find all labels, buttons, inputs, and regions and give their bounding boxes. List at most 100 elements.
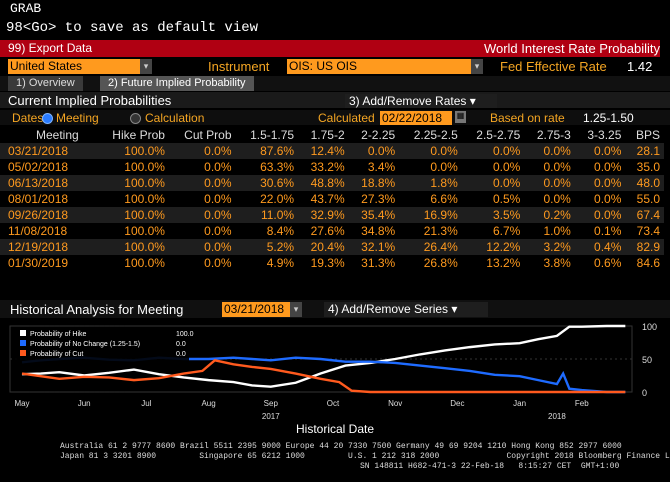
chevron-down-icon[interactable]: ▾ xyxy=(140,59,152,74)
table-cell: 35.4% xyxy=(348,207,400,223)
table-cell: 35.0 xyxy=(625,159,664,175)
legend-label: Probability of No Change (1.25-1.5) xyxy=(30,341,140,348)
table-cell: 0.0% xyxy=(168,255,236,271)
x-axis-title: Historical Date xyxy=(295,422,375,436)
year-label: 2017 xyxy=(262,412,280,421)
table-cell: 19.3% xyxy=(298,255,349,271)
chevron-down-icon[interactable]: ▾ xyxy=(471,59,483,74)
table-cell: 0.0% xyxy=(399,143,462,159)
meeting-label[interactable]: Meeting xyxy=(56,111,99,125)
table-cell: 3.2% xyxy=(524,239,575,255)
legend-swatch xyxy=(20,330,26,336)
table-cell: 0.0% xyxy=(168,239,236,255)
table-row[interactable]: 09/26/2018 100.0% 0.0% 11.0% 32.9% 35.4% 16.9%… xyxy=(0,207,664,223)
table-cell: 0.0% xyxy=(461,143,525,159)
history-chart[interactable]: 0 50 100 May Jun Jul Aug Sep Oct Nov Dec Jan Feb 2017… xyxy=(0,320,670,435)
table-header-row: Meeting Hike Prob Cut Prob 1.5-1.75 1.75… xyxy=(0,127,664,143)
series-line-0 xyxy=(21,324,626,388)
table-cell: 0.0% xyxy=(168,223,236,239)
table-row[interactable]: 08/01/2018 100.0% 0.0% 22.0% 43.7% 27.3% 6.6% 0… xyxy=(0,191,664,207)
table-cell: 100.0% xyxy=(96,159,169,175)
instrument-select[interactable]: OIS: US OIS xyxy=(287,59,481,74)
command-line-2[interactable]: 98<Go> to save as default view xyxy=(6,20,259,36)
footer-line-3: SN 148811 H682-471-3 22-Feb-18 8:15:27 C… xyxy=(360,462,620,471)
section-bar xyxy=(0,92,670,108)
command-line-1: GRAB xyxy=(10,1,42,16)
table-row[interactable]: 12/19/2018 100.0% 0.0% 5.2% 20.4% 32.1% 26.4% 1… xyxy=(0,239,664,255)
table-cell: 0.0% xyxy=(574,207,626,223)
legend-box xyxy=(14,328,189,364)
x-tick-label: Sep xyxy=(264,399,279,408)
meeting-date-cell: 12/19/2018 xyxy=(0,239,96,255)
table-cell: 73.4 xyxy=(625,223,664,239)
meeting-date-select[interactable]: 03/21/2018 xyxy=(222,302,292,317)
x-tick-label: Oct xyxy=(327,399,340,408)
legend-value: 100.0 xyxy=(176,331,194,338)
table-cell: 0.0% xyxy=(168,191,236,207)
page-title: World Interest Rate Probability xyxy=(483,41,660,56)
probability-table: Meeting Hike Prob Cut Prob 1.5-1.75 1.75… xyxy=(0,127,664,271)
calculated-date-input[interactable]: 02/22/2018 xyxy=(380,111,452,125)
table-cell: 22.0% xyxy=(235,191,299,207)
legend-swatch xyxy=(20,350,26,356)
calculation-label[interactable]: Calculation xyxy=(145,111,205,125)
table-cell: 0.0% xyxy=(348,143,400,159)
table-cell: 100.0% xyxy=(96,207,169,223)
history-title: Historical Analysis for Meeting xyxy=(10,302,184,317)
add-remove-series-button[interactable]: 4) Add/Remove Series ▾ xyxy=(324,302,488,317)
meeting-date-cell: 09/26/2018 xyxy=(0,207,96,223)
table-cell: 27.3% xyxy=(348,191,400,207)
table-cell: 3.8% xyxy=(524,255,575,271)
col-header: 2.5-2.75 xyxy=(461,127,525,143)
table-cell: 26.8% xyxy=(399,255,462,271)
table-cell: 13.2% xyxy=(461,255,525,271)
meeting-date-cell: 01/30/2019 xyxy=(0,255,96,271)
x-tick-label: Jun xyxy=(78,399,91,408)
table-cell: 82.9 xyxy=(625,239,664,255)
table-cell: 63.3% xyxy=(235,159,299,175)
table-cell: 0.0% xyxy=(524,191,575,207)
table-cell: 28.1 xyxy=(625,143,664,159)
table-cell: 0.0% xyxy=(524,175,575,191)
export-data-button[interactable]: 99) Export Data xyxy=(8,41,93,55)
add-remove-rates-button[interactable]: 3) Add/Remove Rates ▾ xyxy=(345,94,497,108)
footer: Australia 61 2 9777 8600 Brazil 5511 239… xyxy=(60,442,670,472)
table-row[interactable]: 03/21/2018 100.0% 0.0% 87.6% 12.4% 0.0% 0.0% 0.… xyxy=(0,143,664,159)
chevron-down-icon[interactable]: ▾ xyxy=(290,302,302,317)
table-cell: 0.0% xyxy=(168,207,236,223)
col-header: 2.75-3 xyxy=(524,127,575,143)
calculation-radio[interactable] xyxy=(130,113,141,124)
col-header: 3-3.25 xyxy=(574,127,626,143)
x-tick-label: Jan xyxy=(513,399,526,408)
meeting-date-cell: 05/02/2018 xyxy=(0,159,96,175)
x-tick-label: Nov xyxy=(388,399,402,408)
table-cell: 0.1% xyxy=(574,223,626,239)
table-cell: 5.2% xyxy=(235,239,299,255)
tab-future-implied-probability[interactable]: 2) Future Implied Probability xyxy=(100,76,254,91)
country-select[interactable]: United States xyxy=(8,59,151,74)
table-row[interactable]: 11/08/2018 100.0% 0.0% 8.4% 27.6% 34.8% 21.3% 6… xyxy=(0,223,664,239)
meeting-radio[interactable] xyxy=(42,113,53,124)
table-cell: 11.0% xyxy=(235,207,299,223)
legend-swatch xyxy=(20,340,26,346)
table-cell: 100.0% xyxy=(96,223,169,239)
table-cell: 3.4% xyxy=(348,159,400,175)
footer-line-1: Australia 61 2 9777 8600 Brazil 5511 239… xyxy=(60,442,622,451)
table-cell: 33.2% xyxy=(298,159,349,175)
table-row[interactable]: 06/13/2018 100.0% 0.0% 30.6% 48.8% 18.8% 1.8% 0… xyxy=(0,175,664,191)
col-header: 1.75-2 xyxy=(298,127,349,143)
tab-overview[interactable]: 1) Overview xyxy=(8,76,83,91)
table-cell: 6.7% xyxy=(461,223,525,239)
meeting-date-cell: 03/21/2018 xyxy=(0,143,96,159)
table-row[interactable]: 01/30/2019 100.0% 0.0% 4.9% 19.3% 31.3% 26.8% 1… xyxy=(0,255,664,271)
table-cell: 16.9% xyxy=(399,207,462,223)
legend-value: 0.0 xyxy=(176,341,186,348)
table-cell: 87.6% xyxy=(235,143,299,159)
x-tick-label: Feb xyxy=(575,399,589,408)
table-cell: 0.0% xyxy=(524,143,575,159)
table-cell: 100.0% xyxy=(96,143,169,159)
calendar-icon[interactable]: ▦ xyxy=(455,111,466,123)
table-cell: 0.0% xyxy=(461,175,525,191)
table-cell: 55.0 xyxy=(625,191,664,207)
table-row[interactable]: 05/02/2018 100.0% 0.0% 63.3% 33.2% 3.4% 0.0% 0.… xyxy=(0,159,664,175)
